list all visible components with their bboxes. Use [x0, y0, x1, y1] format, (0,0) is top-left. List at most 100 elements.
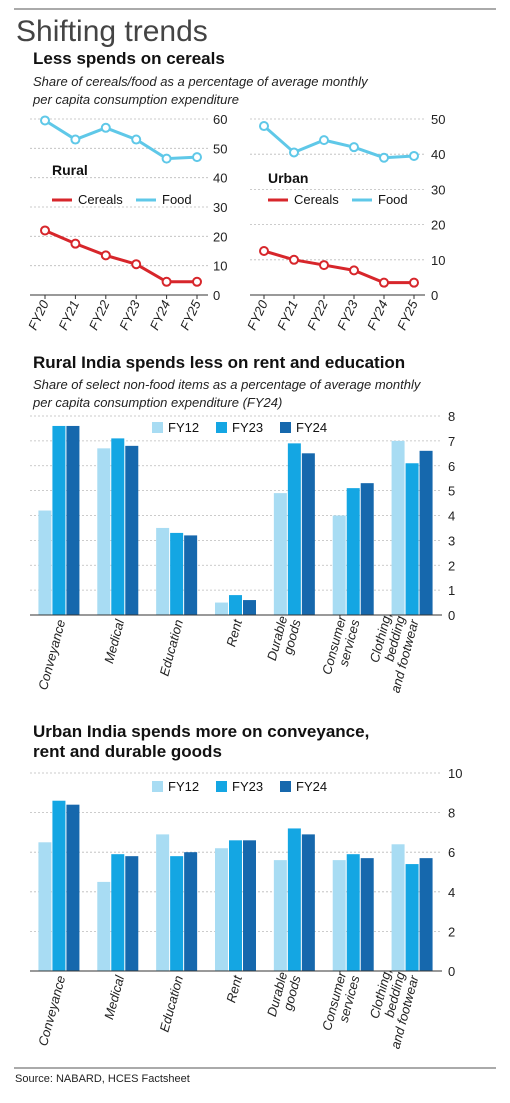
rural-bars-bar-fy12	[38, 510, 52, 615]
rural-bars-bar-fy24	[301, 453, 315, 615]
section-title-urban-bars-line2: rent and durable goods	[33, 742, 222, 761]
rural-bars-legend-swatch	[152, 422, 163, 433]
rural-food-point	[70, 134, 81, 145]
rural-cereals-point	[40, 225, 50, 236]
urban-cereals-point	[409, 277, 419, 288]
urban-y-tick-label: 10	[431, 253, 445, 268]
urban-bars-bar-fy23	[52, 800, 66, 971]
urban-line-chart: 0 10 20 30 40 50 FY20 FY21 FY22 FY23 FY24 FY25 Urban…	[244, 112, 445, 332]
urban-bars-legend-label: FY23	[232, 779, 263, 794]
section-title-rural-bars: Rural India spends less on rent and educ…	[33, 353, 405, 372]
subtitle-cereals-line1: Share of cereals/food as a percentage of…	[33, 74, 369, 89]
urban-x-tick-label: FY25	[394, 297, 421, 332]
rural-bars-category-label-line: Rent	[223, 617, 245, 649]
urban-food-point	[259, 121, 269, 132]
urban-bars-category-label-line: Conveyance	[35, 974, 68, 1048]
urban-cereals-point	[319, 260, 329, 271]
urban-bars-legend-label: FY24	[296, 779, 327, 794]
urban-bars-bar-fy24	[66, 804, 80, 971]
urban-cereals-point	[289, 254, 299, 265]
urban-bars-bar-fy24	[360, 858, 374, 971]
rural-y-tick-label: 60	[213, 112, 227, 127]
rural-y-tick-label: 40	[213, 171, 227, 186]
urban-cereals-point	[379, 277, 389, 288]
rural-bars-y-tick-label: 7	[448, 434, 455, 449]
rural-y-tick-label: 0	[213, 288, 220, 303]
rural-bars-bar-fy24	[66, 425, 80, 615]
urban-bars-bar-fy24	[419, 858, 433, 971]
rural-bars-legend-swatch	[280, 422, 291, 433]
rural-food-point	[192, 152, 202, 163]
urban-x-tick-label: FY24	[364, 298, 391, 333]
rural-bars-y-tick-label: 4	[448, 509, 455, 524]
rural-bars-bar-fy23	[170, 532, 184, 615]
urban-bars-category-label: Clothing,beddingand footwear	[360, 966, 421, 1050]
urban-bars-bar-fy12	[156, 834, 170, 971]
urban-x-tick-label: FY23	[334, 297, 361, 332]
section-title-cereals: Less spends on cereals	[33, 49, 225, 68]
rural-x-tick-label: FY20	[25, 297, 52, 332]
rural-legend-label: Food	[162, 192, 192, 207]
rural-bars-bar-fy12	[332, 515, 346, 615]
urban-bar-chart: 0 2 4 6 8 10 Conveyance Medical Education Rent Dur…	[30, 766, 462, 1050]
urban-bars-legend-swatch	[216, 781, 227, 792]
rural-bars-bar-fy23	[229, 595, 242, 615]
page-title: Shifting trends	[16, 15, 208, 48]
source-note: Source: NABARD, HCES Factsheet	[15, 1073, 190, 1085]
rural-bars-category-label-line: Education	[157, 618, 186, 678]
rural-bars-category-label: Conveyance	[35, 618, 68, 692]
rural-bars-category-label-line: Medical	[101, 617, 127, 665]
urban-cereals-point	[349, 265, 359, 276]
urban-bars-bar-fy12	[391, 844, 405, 971]
urban-bars-category-label: Education	[157, 974, 186, 1034]
rural-bars-bar-fy23	[287, 443, 301, 615]
urban-series-food-line	[263, 124, 415, 160]
rural-y-tick-label: 50	[213, 141, 227, 156]
rural-x-tick-label: FY24	[147, 298, 174, 333]
rural-bars-y-tick-label: 3	[448, 533, 455, 548]
urban-food-point	[289, 147, 299, 158]
rural-x-tick-label: FY21	[55, 298, 82, 333]
urban-bars-category-label: Durablegoods	[264, 970, 304, 1022]
rural-cereals-point	[192, 276, 202, 287]
rural-bars-bar-fy24	[125, 445, 139, 615]
urban-bars-y-tick-label: 4	[448, 885, 455, 900]
rural-bars-bar-fy12	[97, 448, 111, 615]
urban-bars-category-label: Consumerservices	[319, 970, 363, 1036]
urban-cereals-point	[259, 246, 269, 256]
rural-x-tick-label: FY22	[86, 297, 113, 332]
rural-bars-category-label-line: Conveyance	[35, 618, 68, 692]
rural-line-chart: 0 10 20 30 40 50 60 FY20 FY21 FY22 FY23 FY24 FY25 Rur…	[25, 112, 227, 332]
rural-bars-bar-fy24	[360, 483, 374, 615]
urban-y-tick-label: 0	[431, 288, 438, 303]
urban-bars-category-label: Rent	[223, 973, 245, 1005]
urban-bars-y-tick-label: 8	[448, 806, 455, 821]
rural-bars-bar-fy24	[184, 535, 198, 615]
rural-panel-label: Rural	[52, 162, 88, 178]
urban-bars-legend-swatch	[280, 781, 291, 792]
urban-bars-y-tick-label: 6	[448, 845, 455, 860]
rural-bars-legend-label: FY23	[232, 420, 263, 435]
rural-cereals-point	[131, 259, 142, 270]
rural-x-tick-label: FY25	[177, 297, 204, 332]
urban-bars-bar-fy23	[346, 854, 360, 971]
rural-bars-y-tick-label: 6	[448, 459, 455, 474]
rural-y-tick-label: 20	[213, 229, 227, 244]
urban-legend-label: Food	[378, 192, 408, 207]
urban-bars-bar-fy23	[111, 854, 125, 971]
rural-food-point	[131, 134, 142, 145]
urban-bars-category-label-line: Medical	[101, 973, 127, 1021]
urban-bars-y-tick-label: 0	[448, 964, 455, 979]
urban-series-cereals-line	[263, 249, 414, 285]
rural-bars-y-tick-label: 5	[448, 484, 455, 499]
rural-legend-label: Cereals	[78, 192, 123, 207]
rural-bars-bar-fy23	[405, 463, 419, 615]
urban-bars-bar-fy24	[301, 834, 315, 971]
rural-bars-bar-fy23	[111, 438, 125, 615]
rural-bars-category-label: Rent	[223, 617, 245, 649]
rural-bars-bar-fy12	[273, 493, 287, 615]
urban-bars-category-label: Medical	[101, 973, 127, 1021]
rural-cereals-point	[100, 250, 111, 261]
